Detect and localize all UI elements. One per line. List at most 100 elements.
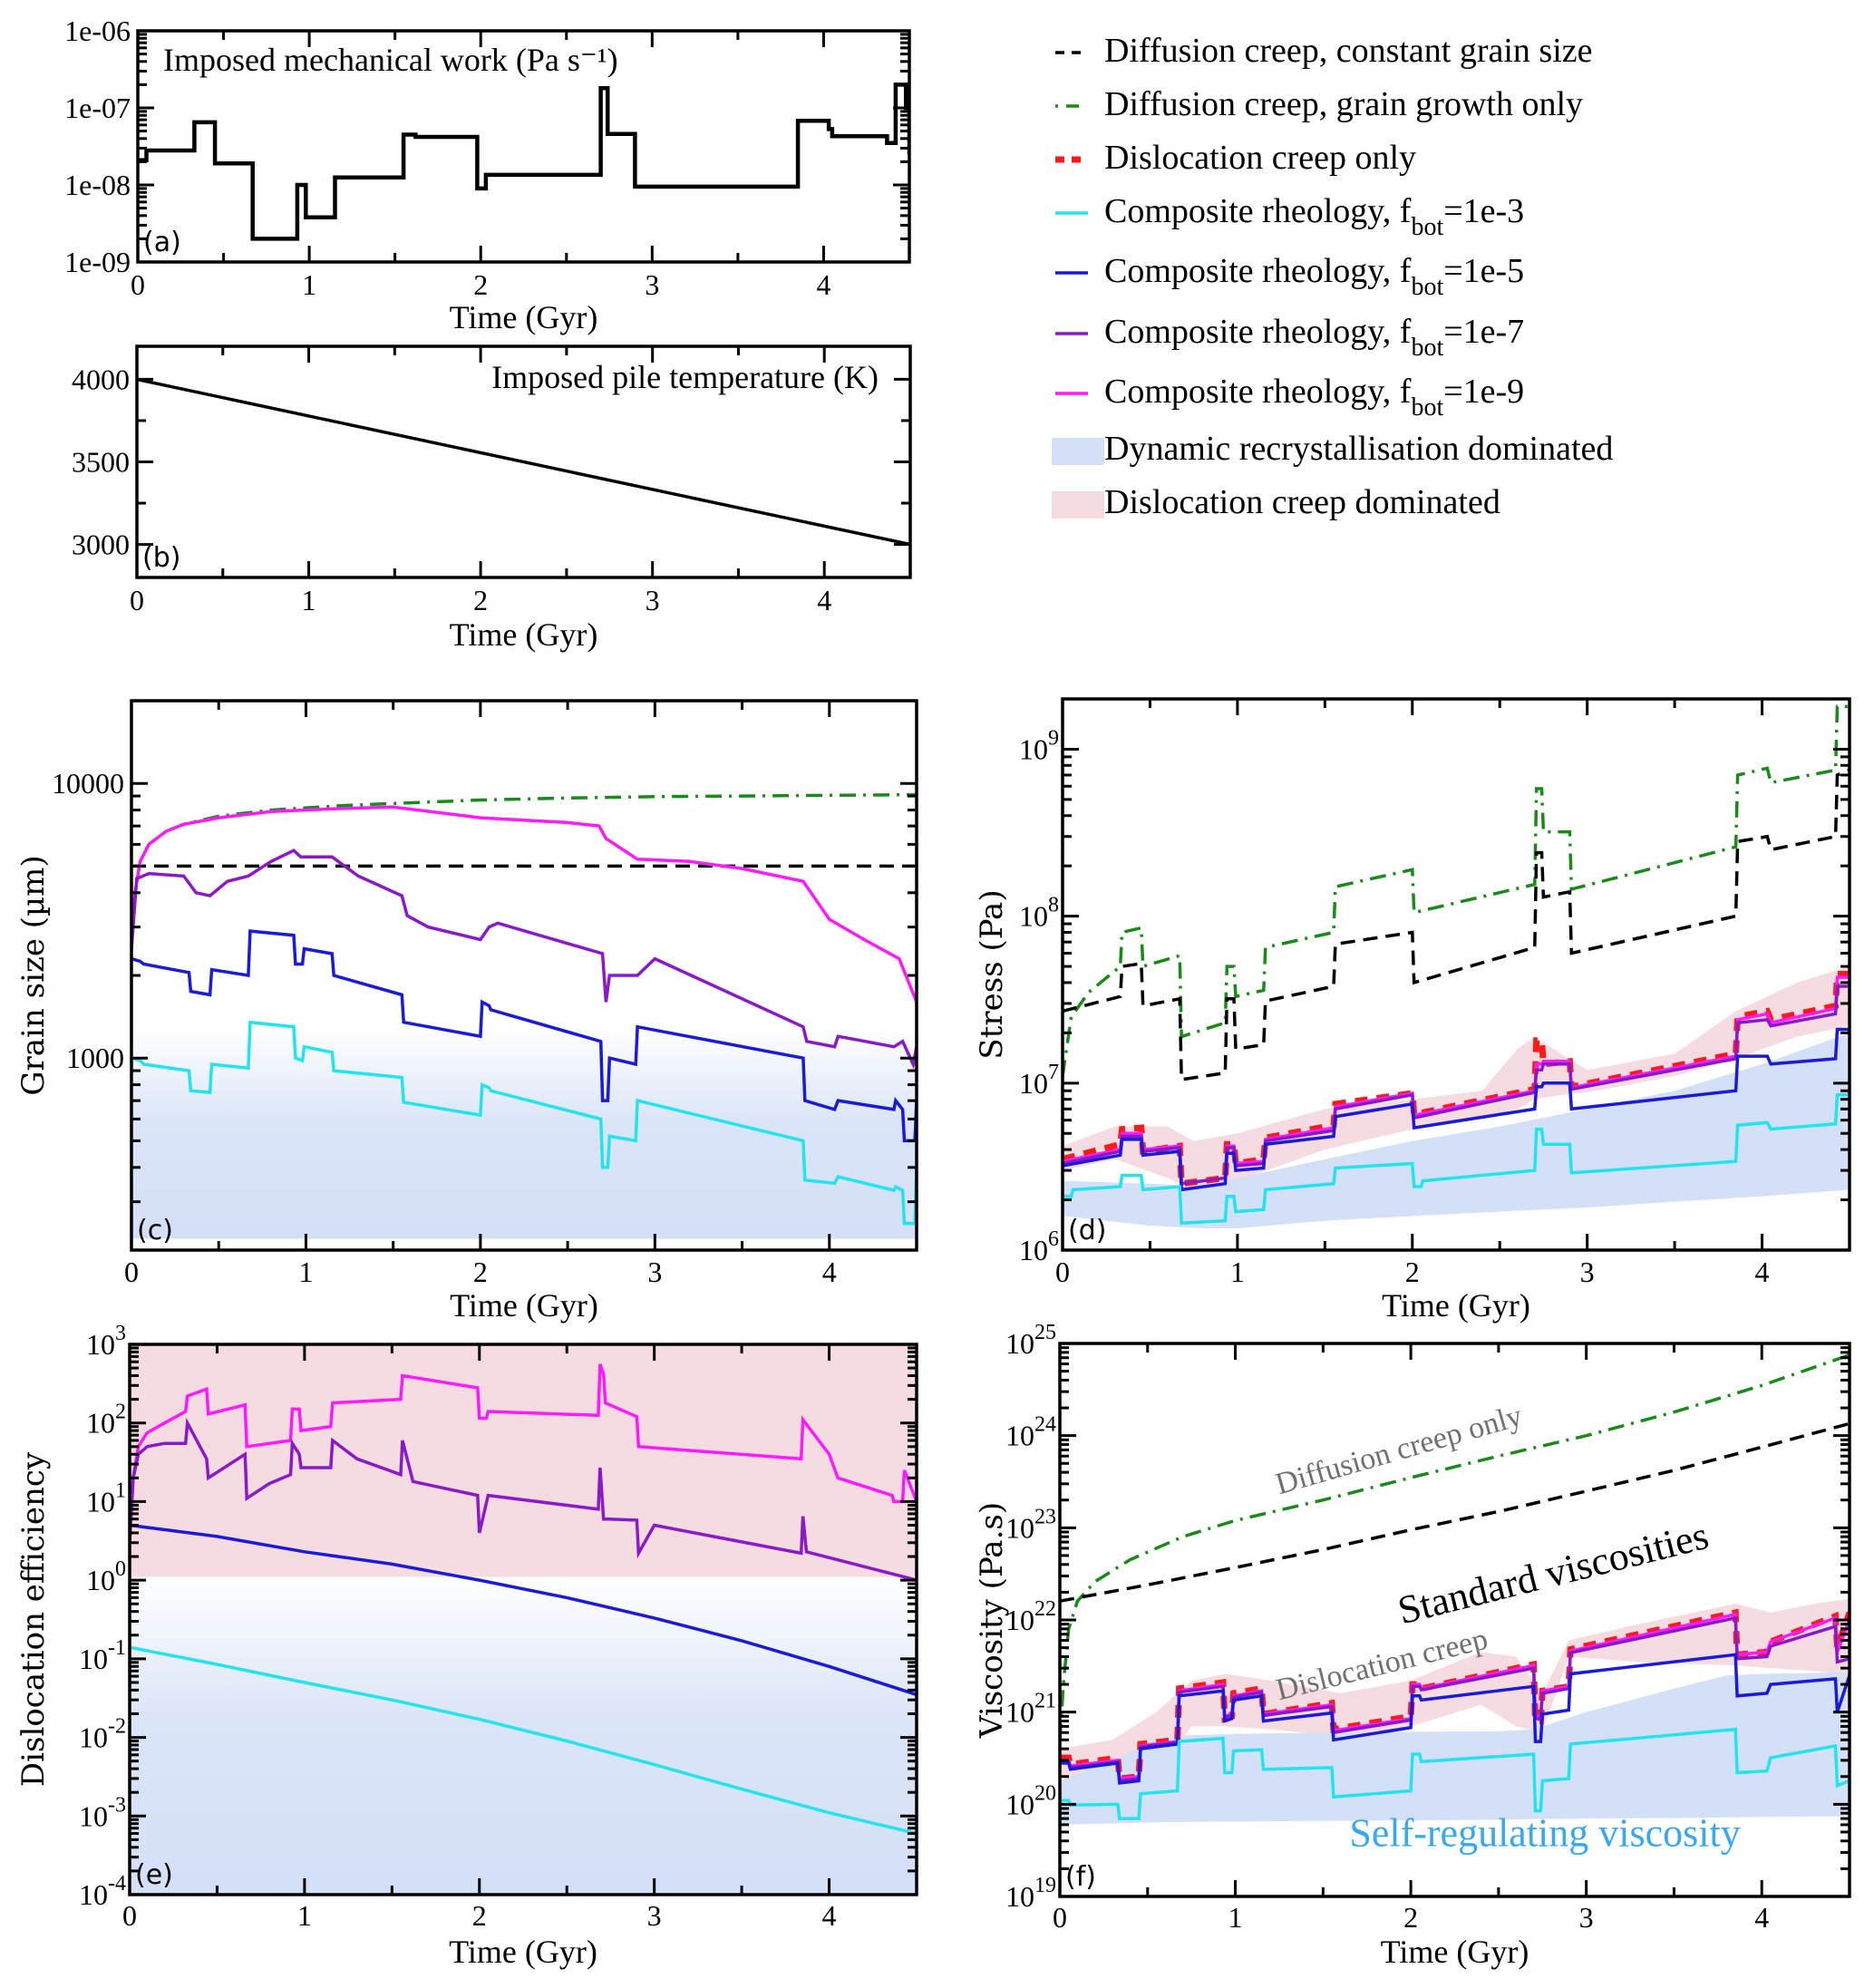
y-tick-label: 10-3 [79, 1793, 126, 1832]
x-tick-label: 1 [297, 1899, 312, 1932]
x-tick-label: 3 [646, 584, 660, 616]
panel-label: (d) [1068, 1215, 1106, 1246]
series-line-composite-rheology-fbot-1e-9 [130, 1363, 917, 1543]
plot-area [1060, 1353, 1850, 1825]
axes-frame [128, 1343, 918, 1896]
series-line-imposed-pile-temperature [137, 377, 910, 547]
x-tick-label: 1 [1228, 1901, 1243, 1934]
series-line-diffusion-creep-constant-grain-size [1063, 768, 1850, 1081]
annotation-self-regulating-viscosity: Self-regulating viscosity [1349, 1811, 1740, 1856]
series-line-composite-rheology-fbot-1e-3 [1060, 1727, 1850, 1820]
series-line-composite-rheology-fbot-1e-3 [131, 1020, 917, 1226]
x-tick-label: 1 [302, 584, 316, 616]
x-tick-label: 4 [816, 268, 830, 301]
x-axis-title: Time (Gyr) [449, 1934, 597, 1970]
y-tick-label: 1e-06 [64, 15, 131, 47]
y-tick-label: 1025 [1005, 1321, 1056, 1360]
panel-c: 0 1 2 3 4 1000 10000 Time (Gyr) Grain size (µm) (… [15, 699, 918, 1324]
y-axis-title: Viscosity (Pa.s) [974, 1502, 1010, 1739]
plot-area [137, 377, 910, 547]
plot-area [130, 1344, 917, 1895]
x-tick-label: 3 [645, 268, 659, 301]
legend-label: Composite rheology, fbot=1e-3 [1104, 192, 1524, 241]
y-tick-label: 108 [1019, 894, 1059, 933]
series-line-composite-rheology-fbot-1e-7 [1063, 984, 1850, 1186]
x-tick-label: 2 [473, 1256, 488, 1288]
x-tick-label: 4 [1755, 1256, 1770, 1288]
panel-e: 0 1 2 3 4 10-4 10-3 10-2 10-1 100 101 102 103 Time (G… [15, 1322, 918, 1970]
y-tick-label: 1020 [1005, 1781, 1056, 1820]
y-tick-label: 109 [1019, 726, 1059, 765]
y-tick-label: 1022 [1005, 1597, 1056, 1636]
y-tick-label: 1e-09 [64, 246, 131, 278]
y-tick-label: 1e-08 [64, 169, 131, 201]
x-tick-label: 0 [124, 1256, 139, 1288]
region-dislocation-creep-dominated [130, 1344, 917, 1577]
x-tick-label: 2 [473, 584, 488, 616]
x-tick-label: 0 [122, 1899, 137, 1932]
legend-swatch [1052, 438, 1104, 465]
x-tick-label: 2 [1405, 1256, 1420, 1288]
legend-label: Dislocation creep dominated [1104, 483, 1500, 521]
x-axis-title: Time (Gyr) [450, 616, 598, 653]
panel-b: 0 1 2 3 4 3000 3500 4000 Time (Gyr) (b) Imposed pi… [72, 344, 912, 653]
series-line-composite-rheology-fbot-1e-9 [131, 805, 917, 1004]
y-tick-label: 1000 [66, 1042, 124, 1074]
legend-item-drx_region: Dynamic recrystallisation dominated [1052, 430, 1613, 468]
x-tick-label: 4 [817, 584, 831, 616]
legend-label: Diffusion creep, constant grain size [1104, 32, 1593, 70]
panel-label: (b) [142, 542, 180, 574]
x-tick-label: 1 [302, 268, 316, 301]
y-axis-title: Stress (Pa) [974, 889, 1010, 1059]
series-line-composite-rheology-fbot-1e-7 [130, 1417, 917, 1582]
series-line-composite-rheology-fbot-1e-5 [1060, 1653, 1850, 1785]
series-line-diffusion-creep-grain-growth-only [1063, 704, 1850, 1077]
region-dynamic-recrystallisation-dominated [130, 1576, 917, 1895]
y-tick-label: 103 [86, 1322, 126, 1361]
y-tick-label: 10000 [52, 767, 124, 800]
x-axis-title: Time (Gyr) [1381, 1934, 1529, 1970]
x-tick-label: 3 [1580, 1256, 1595, 1288]
region-dislocation-creep-dominated [1060, 1598, 1850, 1781]
legend-label: Dislocation creep only [1104, 139, 1416, 177]
x-tick-label: 2 [473, 268, 488, 301]
legend-item-comp_3: Composite rheology, fbot=1e-3 [1055, 192, 1524, 241]
x-tick-label: 4 [1754, 1901, 1769, 1934]
y-tick-label: 107 [1019, 1061, 1059, 1100]
annotation-standard-viscosities: Standard viscosities [1393, 1513, 1713, 1633]
y-tick-label: 10-1 [79, 1636, 126, 1675]
plot-area [138, 82, 909, 241]
y-tick-label: 1024 [1005, 1413, 1056, 1452]
panel-title: Imposed pile temperature (K) [491, 359, 879, 395]
legend-label: Composite rheology, fbot=1e-7 [1104, 313, 1524, 362]
panel-label: (e) [135, 1859, 173, 1891]
y-tick-label: 3500 [72, 446, 130, 479]
legend-item-disl_only: Dislocation creep only [1055, 139, 1416, 177]
legend: Diffusion creep, constant grain size Diff… [1052, 32, 1613, 521]
legend-label: Composite rheology, fbot=1e-9 [1104, 373, 1524, 422]
x-axis-title: Time (Gyr) [1382, 1287, 1530, 1324]
x-tick-label: 1 [1230, 1256, 1245, 1288]
panel-label: (a) [143, 227, 181, 258]
region-dislocation-creep-dominated [1063, 966, 1850, 1190]
panel-f: 0 1 2 3 4 1019 1020 1021 1022 1023 1024 1025 Time (G… [974, 1321, 1851, 1970]
region-dynamic-recrystallisation-dominated [131, 1026, 917, 1239]
y-tick-label: 102 [86, 1401, 126, 1440]
legend-swatch [1052, 491, 1104, 519]
legend-item-diff_growth: Diffusion creep, grain growth only [1055, 85, 1583, 123]
legend-item-diff_const: Diffusion creep, constant grain size [1055, 32, 1593, 70]
legend-label: Dynamic recrystallisation dominated [1104, 430, 1613, 468]
series-line-composite-rheology-fbot-1e-5 [131, 929, 917, 1143]
series-line-composite-rheology-fbot-1e-3 [130, 1645, 917, 1836]
plot-area [1063, 704, 1850, 1228]
x-tick-label: 2 [1403, 1901, 1418, 1934]
legend-label: Diffusion creep, grain growth only [1104, 85, 1583, 123]
y-axis-title: Dislocation efficiency [15, 1451, 52, 1787]
legend-item-disl_region: Dislocation creep dominated [1052, 483, 1500, 521]
series-line-diffusion-creep-grain-growth-only [1060, 1353, 1850, 1741]
axes-frame [1061, 697, 1851, 1252]
legend-label: Composite rheology, fbot=1e-5 [1104, 252, 1524, 301]
series-line-diffusion-creep-grain-growth-only [131, 792, 917, 949]
y-tick-label: 106 [1019, 1227, 1059, 1266]
y-tick-label: 101 [86, 1479, 126, 1518]
